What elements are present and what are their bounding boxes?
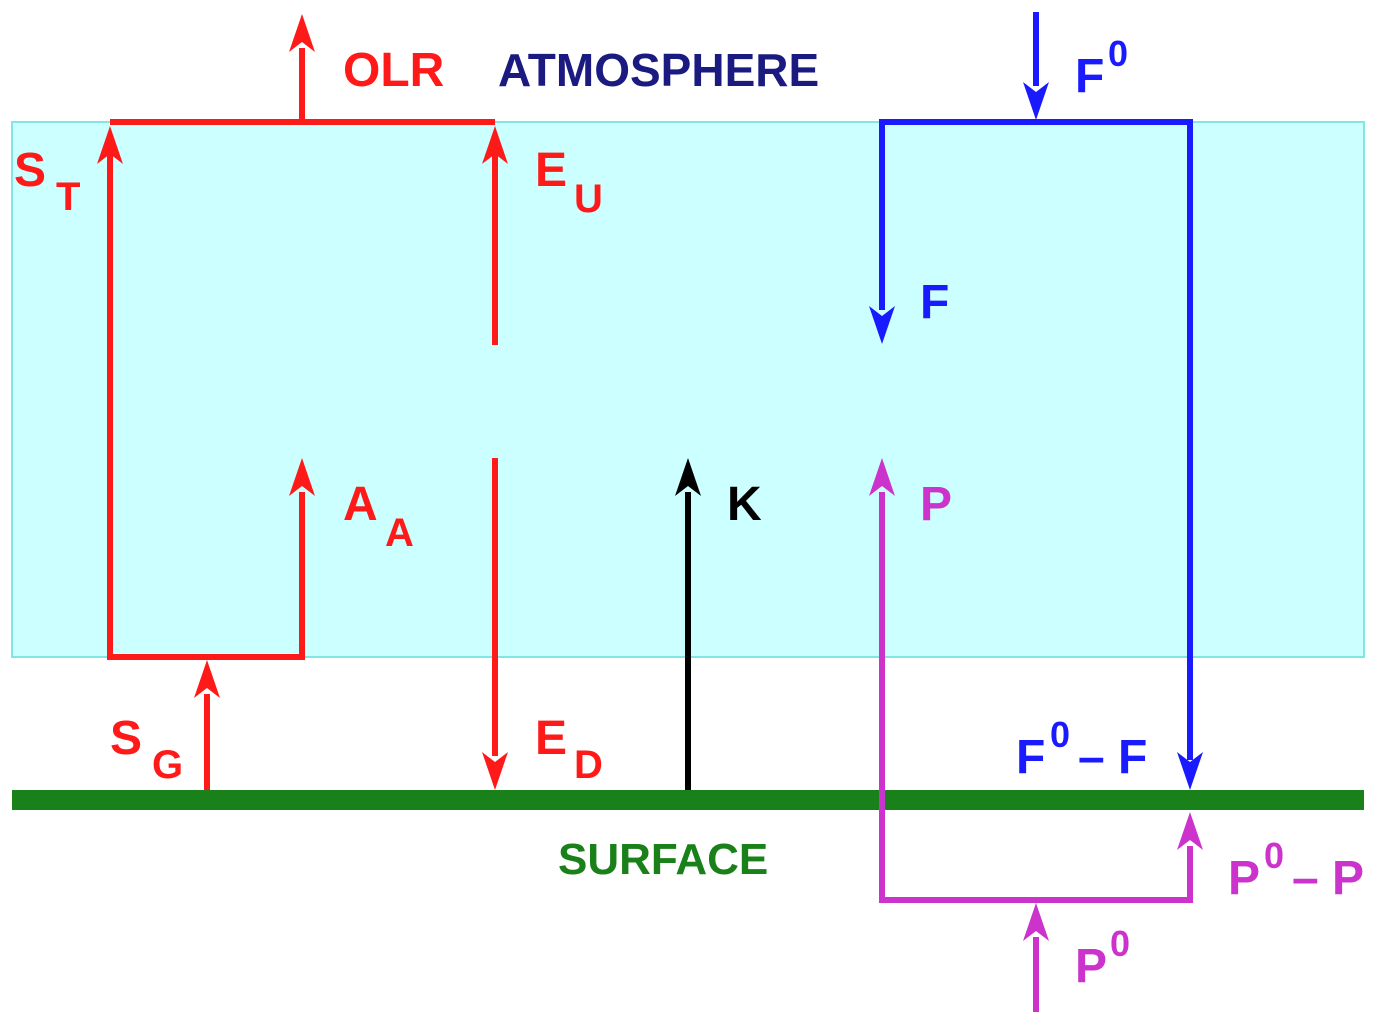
olr-label: OLR [343, 44, 444, 97]
surface-label: SURFACE [558, 835, 768, 884]
e-u-arrow [482, 126, 508, 260]
f0-top-label: F 0 [1075, 33, 1128, 103]
s-g-main: S [110, 712, 142, 765]
e-d-arrow [482, 458, 508, 790]
f-label: F [920, 276, 949, 329]
surface-line [12, 790, 1364, 810]
p-label: P [920, 478, 952, 531]
a-a-arrow [289, 458, 315, 600]
p0-bottom-label: P 0 [1075, 923, 1130, 993]
olr-arrow [289, 14, 315, 122]
p0-minus-p-arrow [1177, 812, 1203, 900]
e-u-main: E [535, 144, 567, 197]
p-arrow [869, 458, 895, 700]
a-a-sub: A [385, 511, 414, 555]
f0-top-sup: 0 [1108, 33, 1128, 74]
p0-minus-p-rest: – P [1292, 852, 1364, 905]
p0-minus-p-sup: 0 [1264, 835, 1284, 876]
e-d-sub: D [574, 743, 603, 787]
f0-arrow [1023, 12, 1049, 120]
p0-bottom-sup: 0 [1110, 923, 1130, 964]
f0-minus-f-arrow [1177, 600, 1203, 790]
f-arrow [869, 200, 895, 344]
f0-minus-f-label: F 0 – F [1016, 705, 1147, 784]
a-a-main: A [343, 478, 377, 531]
s-g-sub: G [152, 743, 183, 787]
f0-minus-f-main: F [1016, 731, 1045, 784]
p0-minus-p-main: P [1228, 852, 1259, 905]
p0-bottom-main: P [1075, 940, 1106, 993]
atmosphere-label: ATMOSPHERE [498, 44, 819, 96]
s-t-main: S [14, 144, 46, 197]
k-arrow [675, 458, 701, 790]
a-a-label: A A [343, 478, 414, 555]
s-g-label: S G [110, 712, 183, 787]
s-g-arrow [194, 660, 220, 790]
k-label: K [727, 478, 762, 531]
s-t-arrow [97, 126, 123, 400]
e-u-sub: U [574, 177, 603, 221]
f0-minus-f-rest: – F [1078, 731, 1147, 784]
f0-minus-f-sup: 0 [1050, 714, 1070, 755]
e-d-main: E [535, 712, 567, 765]
e-u-label: E U [535, 144, 603, 221]
f0-top-main: F [1075, 50, 1104, 103]
p0-minus-p-label: P 0 – P [1228, 826, 1364, 905]
e-d-label: E D [535, 712, 603, 787]
s-t-label: S T [14, 144, 80, 219]
arrows-group [97, 12, 1203, 1012]
s-t-sub: T [56, 175, 80, 219]
p0-arrow [1023, 903, 1049, 1012]
